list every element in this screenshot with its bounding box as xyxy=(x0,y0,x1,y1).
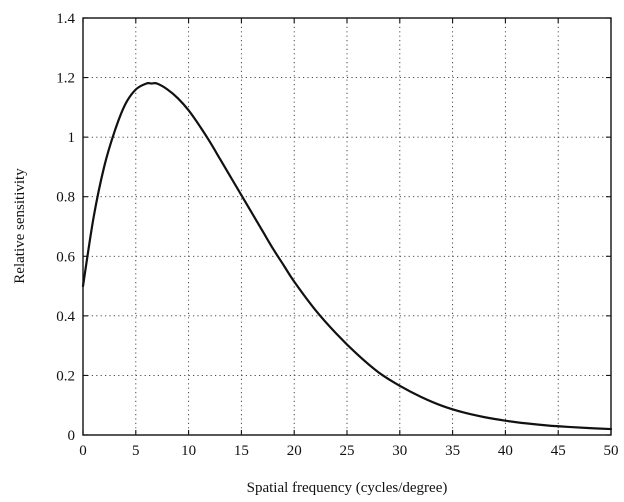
x-tick-label: 40 xyxy=(498,443,513,459)
x-axis-label: Spatial frequency (cycles/degree) xyxy=(247,480,448,496)
x-tick-label: 10 xyxy=(181,443,196,459)
x-tick-label: 35 xyxy=(445,443,460,459)
x-tick-labels: 0 5 10 15 20 25 30 35 40 45 50 xyxy=(79,443,618,459)
y-tick-labels: 0 0.2 0.4 0.6 0.8 1 1.2 1.4 xyxy=(56,11,75,444)
tick-marks xyxy=(82,17,612,436)
y-axis-label: Relative sensitivity xyxy=(12,168,28,284)
y-tick-label: 0.4 xyxy=(56,309,75,325)
x-tick-label: 50 xyxy=(604,443,619,459)
y-tick-label: 1 xyxy=(68,130,76,146)
y-tick-label: 0.2 xyxy=(56,368,75,384)
x-tick-label: 5 xyxy=(132,443,140,459)
y-tick-label: 1.2 xyxy=(56,71,75,87)
x-tick-label: 30 xyxy=(392,443,407,459)
series-line xyxy=(81,81,613,431)
grid-lines xyxy=(83,18,611,435)
y-tick-label: 0 xyxy=(68,428,76,444)
y-tick-label: 0.8 xyxy=(56,190,75,206)
x-tick-label: 45 xyxy=(551,443,566,459)
plot-frame xyxy=(82,17,612,436)
x-tick-label: 15 xyxy=(234,443,249,459)
y-tick-label: 0.6 xyxy=(56,249,75,265)
y-tick-label: 1.4 xyxy=(56,11,75,27)
x-tick-label: 20 xyxy=(287,443,302,459)
series-layer xyxy=(81,81,613,431)
x-tick-label: 25 xyxy=(340,443,355,459)
x-tick-label: 0 xyxy=(79,443,87,459)
